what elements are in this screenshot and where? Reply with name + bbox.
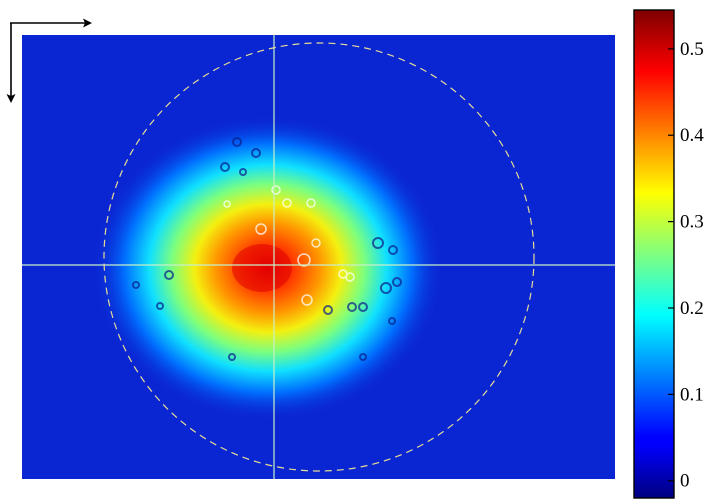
aperture-circle xyxy=(103,42,535,472)
speckle xyxy=(311,238,321,248)
colorbar-tick-label: 0.1 xyxy=(680,384,704,405)
heatmap-image xyxy=(22,35,615,479)
speckle xyxy=(297,253,311,267)
speckle xyxy=(372,237,384,249)
speckle xyxy=(392,277,402,287)
speckle xyxy=(255,223,267,235)
colorbar-ticks: 0 0.1 0.2 0.3 0.4 0.5 xyxy=(668,39,704,492)
colorbar-gradient xyxy=(633,9,675,499)
speckle xyxy=(228,353,236,361)
colorbar-tick-label: 0.4 xyxy=(680,125,704,146)
y-direction-arrow-head xyxy=(6,94,16,103)
speckle xyxy=(232,137,242,147)
speckle xyxy=(223,200,231,208)
speckle xyxy=(388,245,398,255)
speckle xyxy=(164,270,174,280)
speckle xyxy=(347,302,357,312)
colorbar-tick-label: 0.5 xyxy=(680,39,704,60)
colorbar-tick-label: 0.2 xyxy=(680,298,704,319)
speckles xyxy=(132,137,402,361)
colorbar-tick-label: 0 xyxy=(680,471,690,492)
colorbar-tick-label: 0.3 xyxy=(680,212,704,233)
speckle xyxy=(220,162,230,172)
speckles-bright xyxy=(223,185,355,306)
speckle xyxy=(239,168,247,176)
speckle xyxy=(282,198,292,208)
speckle xyxy=(132,281,140,289)
speckle xyxy=(306,198,316,208)
speckle xyxy=(380,282,392,294)
speckle xyxy=(359,353,367,361)
speckle xyxy=(271,185,281,195)
colorbar: 0 0.1 0.2 0.3 0.4 0.5 xyxy=(633,9,704,499)
x-direction-arrow-head xyxy=(83,18,92,28)
beam-core xyxy=(232,244,292,292)
speckle xyxy=(301,294,313,306)
speckle xyxy=(156,302,164,310)
speckle xyxy=(358,302,368,312)
speckle xyxy=(251,148,261,158)
speckle xyxy=(345,272,355,282)
orientation-arrows xyxy=(6,18,92,103)
speckle xyxy=(388,317,396,325)
speckle xyxy=(323,305,333,315)
